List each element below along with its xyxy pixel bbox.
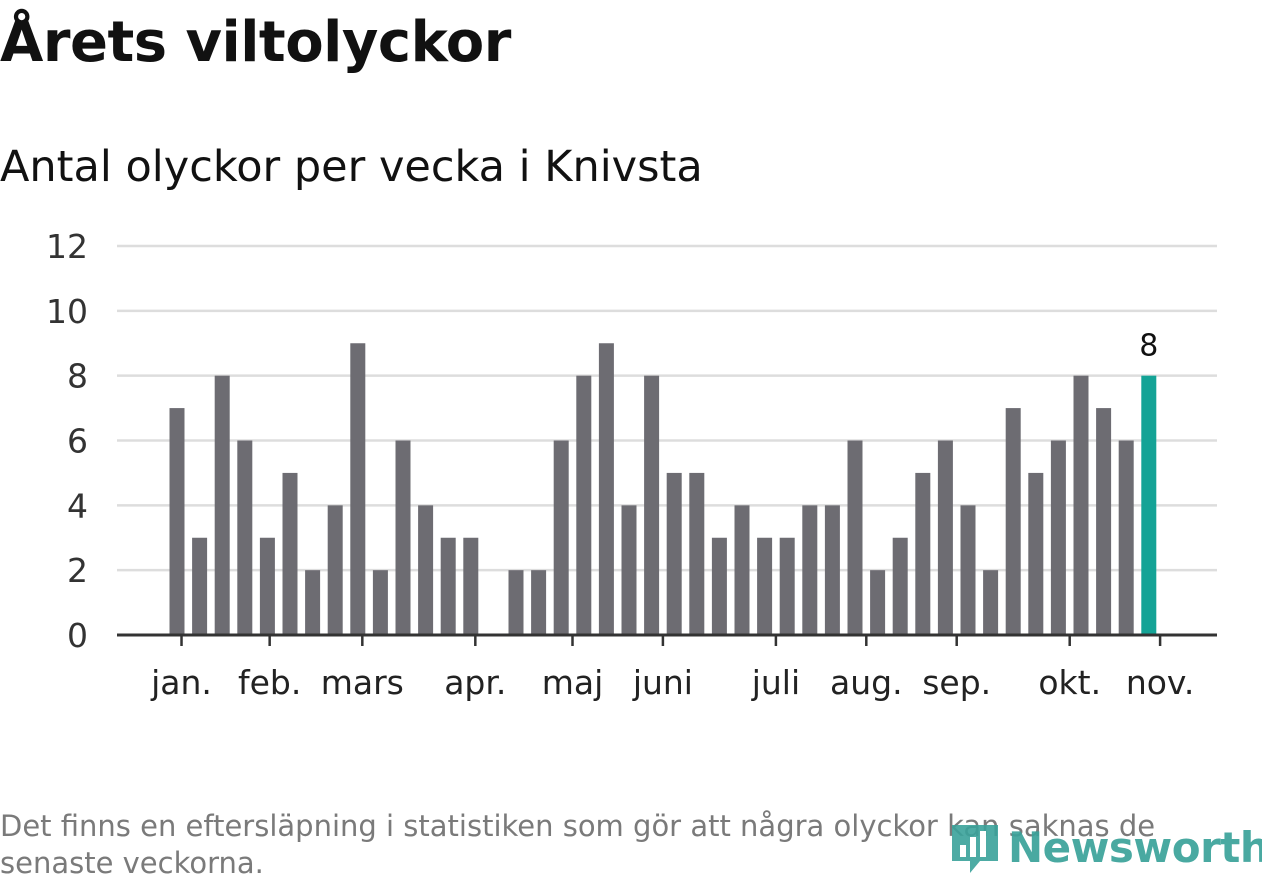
bar <box>237 440 253 635</box>
x-tick-label: feb. <box>238 663 301 702</box>
bar <box>305 570 321 635</box>
bar <box>169 408 185 635</box>
newsworthy-logo-icon <box>952 825 998 873</box>
bar <box>689 472 705 635</box>
bar <box>1050 440 1066 635</box>
x-tick-label: okt. <box>1038 663 1101 702</box>
bar <box>259 537 275 635</box>
bar <box>1096 408 1112 635</box>
bar <box>711 537 727 635</box>
x-tick-label: aug. <box>830 663 903 702</box>
bar <box>892 537 908 635</box>
x-tick-label: mars <box>321 663 404 702</box>
y-tick-label: 6 <box>67 422 88 461</box>
bar <box>802 505 818 635</box>
x-tick-label: apr. <box>444 663 506 702</box>
x-axis: jan. feb. mars apr. maj juni juli aug. sep. okt. n… <box>117 633 1217 702</box>
bar <box>937 440 953 635</box>
bar <box>847 440 863 635</box>
newsworthy-logo: Newsworthy <box>950 817 1262 877</box>
bar <box>1073 375 1089 635</box>
bar <box>508 570 524 635</box>
bar-labels: 8 <box>1139 329 1158 364</box>
bar <box>192 537 208 635</box>
x-tick-label: juli <box>751 663 800 702</box>
y-tick-label: 2 <box>67 551 88 590</box>
bar-value-label: 8 <box>1139 329 1158 364</box>
bar <box>214 375 230 635</box>
y-tick-label: 0 <box>67 616 88 655</box>
bar <box>960 505 976 635</box>
chart-title: Årets viltolyckor <box>0 10 511 75</box>
bar <box>915 472 931 635</box>
bar <box>644 375 660 635</box>
bar <box>870 570 886 635</box>
bar <box>824 505 840 635</box>
x-tick-label: sep. <box>922 663 991 702</box>
x-tick-label: jan. <box>150 663 212 702</box>
chart-subtitle: Antal olyckor per vecka i Knivsta <box>0 142 703 192</box>
bar <box>666 472 682 635</box>
bars <box>169 343 1157 635</box>
bar-chart: 0 2 4 6 8 10 12 jan. feb. mars apr. maj juni juli aug… <box>46 227 1217 702</box>
bar <box>531 570 547 635</box>
bar-highlight <box>1141 375 1157 635</box>
brand-name: Newsworthy <box>1008 822 1262 872</box>
bar <box>734 505 750 635</box>
bar <box>372 570 388 635</box>
bar <box>418 505 434 635</box>
bar <box>463 537 479 635</box>
y-tick-label: 10 <box>46 292 88 331</box>
x-tick-label: nov. <box>1126 663 1195 702</box>
bar <box>983 570 999 635</box>
bar <box>282 472 298 635</box>
bar <box>1118 440 1134 635</box>
bar <box>1028 472 1044 635</box>
bar <box>576 375 592 635</box>
bar <box>395 440 411 635</box>
y-tick-label: 12 <box>46 227 88 266</box>
y-tick-label: 4 <box>67 486 88 525</box>
x-tick-label: maj <box>542 663 604 702</box>
bar <box>1005 408 1021 635</box>
x-tick-label: juni <box>632 663 693 702</box>
y-axis-ticks: 0 2 4 6 8 10 12 <box>46 227 88 655</box>
bar <box>621 505 637 635</box>
bar <box>327 505 343 635</box>
bar <box>440 537 456 635</box>
bar <box>553 440 569 635</box>
y-tick-label: 8 <box>67 357 88 396</box>
bar <box>757 537 773 635</box>
bar <box>598 343 614 635</box>
bar <box>779 537 795 635</box>
bar <box>350 343 366 635</box>
